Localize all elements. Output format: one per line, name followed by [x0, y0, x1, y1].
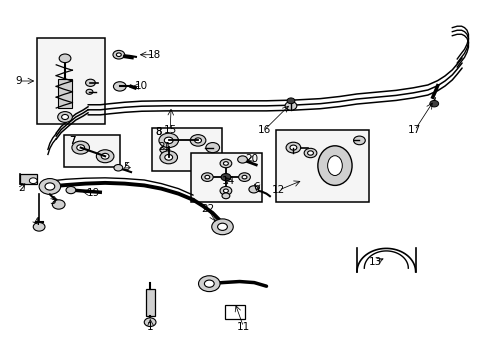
Circle shape	[39, 179, 61, 194]
Circle shape	[159, 133, 178, 148]
Circle shape	[286, 98, 294, 104]
Circle shape	[304, 148, 316, 158]
Circle shape	[52, 200, 65, 209]
Circle shape	[33, 222, 45, 231]
Circle shape	[242, 175, 246, 179]
Circle shape	[289, 145, 296, 150]
Circle shape	[204, 175, 209, 179]
Circle shape	[66, 186, 76, 194]
Circle shape	[160, 147, 168, 153]
Circle shape	[222, 193, 229, 199]
Circle shape	[45, 183, 55, 190]
Bar	[190, 153, 261, 202]
Circle shape	[201, 173, 213, 181]
Text: 18: 18	[147, 50, 161, 60]
Bar	[63, 135, 120, 167]
Circle shape	[164, 137, 173, 144]
Text: 8: 8	[155, 127, 162, 137]
Text: 4: 4	[33, 217, 40, 227]
Circle shape	[190, 135, 205, 146]
Circle shape	[113, 50, 124, 59]
Circle shape	[164, 154, 172, 160]
Text: 7: 7	[69, 136, 76, 146]
Circle shape	[96, 150, 114, 163]
Text: 6: 6	[253, 182, 260, 192]
Text: 10: 10	[135, 81, 148, 91]
Bar	[276, 130, 368, 202]
Circle shape	[86, 89, 93, 94]
Text: 7: 7	[69, 136, 75, 146]
Text: 15: 15	[163, 125, 177, 135]
Circle shape	[144, 318, 156, 327]
Bar	[224, 305, 244, 319]
Text: 9: 9	[15, 76, 22, 86]
Circle shape	[220, 186, 231, 195]
Text: 1: 1	[147, 322, 154, 332]
Text: 8: 8	[156, 127, 162, 137]
Text: 17: 17	[407, 125, 421, 135]
Text: 5: 5	[122, 162, 129, 172]
Circle shape	[198, 276, 220, 292]
Circle shape	[285, 102, 296, 110]
Circle shape	[217, 223, 227, 230]
Text: 19: 19	[87, 188, 101, 198]
Circle shape	[61, 114, 68, 120]
Circle shape	[204, 280, 214, 287]
Circle shape	[238, 173, 250, 181]
Circle shape	[223, 189, 228, 193]
Text: 16: 16	[257, 125, 270, 135]
Text: 22: 22	[201, 204, 214, 214]
Text: 21: 21	[158, 142, 171, 152]
Circle shape	[85, 79, 95, 86]
Circle shape	[77, 145, 84, 150]
Circle shape	[237, 156, 247, 163]
Text: 11: 11	[236, 322, 250, 332]
Text: 20: 20	[245, 154, 258, 164]
Circle shape	[59, 54, 71, 63]
Circle shape	[429, 100, 438, 107]
Circle shape	[285, 142, 300, 153]
Circle shape	[205, 143, 219, 153]
Ellipse shape	[317, 146, 351, 185]
Bar	[145, 289, 154, 316]
Circle shape	[194, 138, 201, 143]
Circle shape	[223, 162, 228, 165]
Bar	[58, 79, 72, 108]
Circle shape	[353, 136, 365, 145]
Bar	[20, 174, 37, 184]
Circle shape	[114, 165, 122, 171]
Ellipse shape	[327, 156, 342, 175]
Circle shape	[220, 159, 231, 168]
Circle shape	[248, 186, 258, 193]
Circle shape	[72, 141, 89, 154]
Circle shape	[113, 82, 126, 91]
Bar	[37, 38, 105, 124]
Circle shape	[211, 219, 233, 235]
Text: 12: 12	[271, 185, 285, 195]
Text: 2: 2	[19, 183, 25, 193]
Bar	[151, 128, 222, 171]
Text: 13: 13	[368, 257, 382, 267]
Circle shape	[221, 174, 230, 181]
Circle shape	[160, 151, 177, 164]
Text: 14: 14	[222, 176, 235, 186]
Circle shape	[58, 112, 72, 122]
Circle shape	[29, 178, 37, 184]
Circle shape	[101, 153, 109, 159]
Text: 3: 3	[49, 196, 56, 206]
Circle shape	[116, 53, 121, 57]
Circle shape	[307, 151, 313, 155]
